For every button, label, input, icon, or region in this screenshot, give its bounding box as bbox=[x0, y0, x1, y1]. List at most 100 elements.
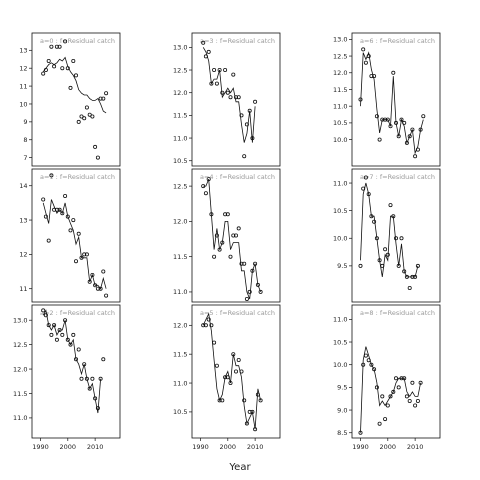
y-tick-label: 12.0 bbox=[13, 365, 27, 373]
data-point bbox=[366, 192, 371, 197]
y-tick-label: 12.0 bbox=[333, 69, 347, 77]
data-point bbox=[404, 394, 409, 399]
data-point bbox=[84, 105, 89, 110]
data-point bbox=[236, 357, 241, 362]
data-point bbox=[250, 136, 255, 141]
y-tick-label: 11.5 bbox=[173, 112, 187, 120]
data-point bbox=[87, 112, 92, 117]
data-point bbox=[209, 212, 214, 217]
data-point bbox=[41, 71, 46, 76]
data-point bbox=[255, 282, 260, 287]
data-point bbox=[87, 386, 92, 391]
data-point bbox=[239, 113, 244, 118]
x-tick-label: 2000 bbox=[220, 443, 237, 451]
data-point bbox=[43, 68, 48, 73]
data-point bbox=[212, 254, 217, 259]
panel-grid: a=0 : f=Residual catch 7 8 9 10 11 12 13 a=3 : f… bbox=[13, 32, 441, 451]
data-point bbox=[203, 191, 208, 196]
panel-strip-label: a=1 : f=Residual catch bbox=[40, 173, 115, 181]
data-point bbox=[214, 363, 219, 368]
y-tick-label: 10.5 bbox=[173, 157, 187, 165]
data-point bbox=[225, 375, 230, 380]
data-point bbox=[217, 398, 222, 403]
data-point bbox=[391, 70, 396, 75]
y-tick-label: 12.5 bbox=[333, 52, 347, 60]
data-point bbox=[49, 332, 54, 337]
data-point bbox=[225, 90, 230, 95]
fitted-series-line bbox=[202, 47, 256, 143]
data-point bbox=[84, 376, 89, 381]
data-point bbox=[68, 342, 73, 347]
data-point bbox=[415, 263, 420, 268]
data-point bbox=[209, 323, 214, 328]
data-point bbox=[52, 64, 57, 69]
data-point bbox=[250, 409, 255, 414]
data-point bbox=[217, 68, 222, 73]
data-point bbox=[57, 44, 62, 49]
data-point bbox=[201, 40, 206, 45]
x-axis-title: Year bbox=[228, 462, 251, 473]
data-point bbox=[399, 236, 404, 241]
data-point bbox=[258, 398, 263, 403]
data-point bbox=[244, 296, 249, 301]
fitted-series-line bbox=[360, 51, 424, 155]
data-point bbox=[46, 323, 51, 328]
panel-2: a=3 : f=Residual catch 10.5 11.0 11.5 12.0 12… bbox=[173, 32, 281, 167]
data-point bbox=[415, 398, 420, 403]
data-point bbox=[396, 263, 401, 268]
data-point bbox=[388, 124, 393, 129]
data-point bbox=[244, 421, 249, 426]
data-point bbox=[63, 39, 68, 44]
data-point bbox=[54, 337, 59, 342]
data-point bbox=[363, 353, 368, 358]
data-point bbox=[247, 108, 252, 113]
data-point bbox=[418, 127, 423, 132]
data-point bbox=[372, 219, 377, 224]
x-tick-label: 1990 bbox=[192, 443, 209, 451]
y-tick-label: 12 bbox=[19, 64, 27, 72]
data-point bbox=[57, 207, 62, 212]
data-point bbox=[60, 332, 65, 337]
data-point bbox=[206, 49, 211, 54]
data-point bbox=[255, 392, 260, 397]
y-tick-label: 9 bbox=[23, 118, 27, 126]
data-point bbox=[209, 81, 214, 86]
data-point bbox=[206, 177, 211, 182]
data-point bbox=[54, 44, 59, 49]
data-point bbox=[101, 96, 106, 101]
panel-strip-label: a=0 : f=Residual catch bbox=[40, 37, 115, 45]
data-point bbox=[377, 137, 382, 142]
data-point bbox=[71, 218, 76, 223]
data-point bbox=[98, 286, 103, 291]
panel-strip-label: a=2 : f=Residual catch bbox=[40, 309, 115, 317]
data-point bbox=[203, 323, 208, 328]
panel-7: a=2 : f=Residual catch 11.0 11.5 12.0 12.5 13… bbox=[13, 304, 121, 451]
data-point bbox=[41, 197, 46, 202]
y-tick-label: 12.5 bbox=[13, 341, 27, 349]
data-point bbox=[74, 73, 79, 78]
data-point bbox=[391, 389, 396, 394]
y-tick-label: 7 bbox=[23, 154, 27, 162]
x-tick-label: 2010 bbox=[407, 443, 424, 451]
data-point bbox=[366, 54, 371, 59]
data-point bbox=[228, 254, 233, 259]
fitted-series-line bbox=[203, 178, 261, 300]
y-tick-label: 11.5 bbox=[173, 253, 187, 261]
data-point bbox=[372, 367, 377, 372]
x-tick-label: 2010 bbox=[247, 443, 264, 451]
data-point bbox=[404, 274, 409, 279]
data-point bbox=[402, 120, 407, 125]
data-point bbox=[383, 117, 388, 122]
data-point bbox=[391, 214, 396, 219]
data-point bbox=[90, 114, 95, 119]
y-tick-label: 11 bbox=[19, 285, 27, 293]
data-point bbox=[239, 261, 244, 266]
panel-1: a=0 : f=Residual catch 7 8 9 10 11 12 13 bbox=[19, 32, 121, 167]
panel-strip-label: a=5 : f=Residual catch bbox=[200, 309, 275, 317]
data-point bbox=[250, 268, 255, 273]
y-tick-label: 11.0 bbox=[333, 316, 347, 324]
data-point bbox=[57, 327, 62, 332]
y-tick-label: 11.0 bbox=[333, 102, 347, 110]
data-point bbox=[223, 212, 228, 217]
data-point bbox=[396, 134, 401, 139]
